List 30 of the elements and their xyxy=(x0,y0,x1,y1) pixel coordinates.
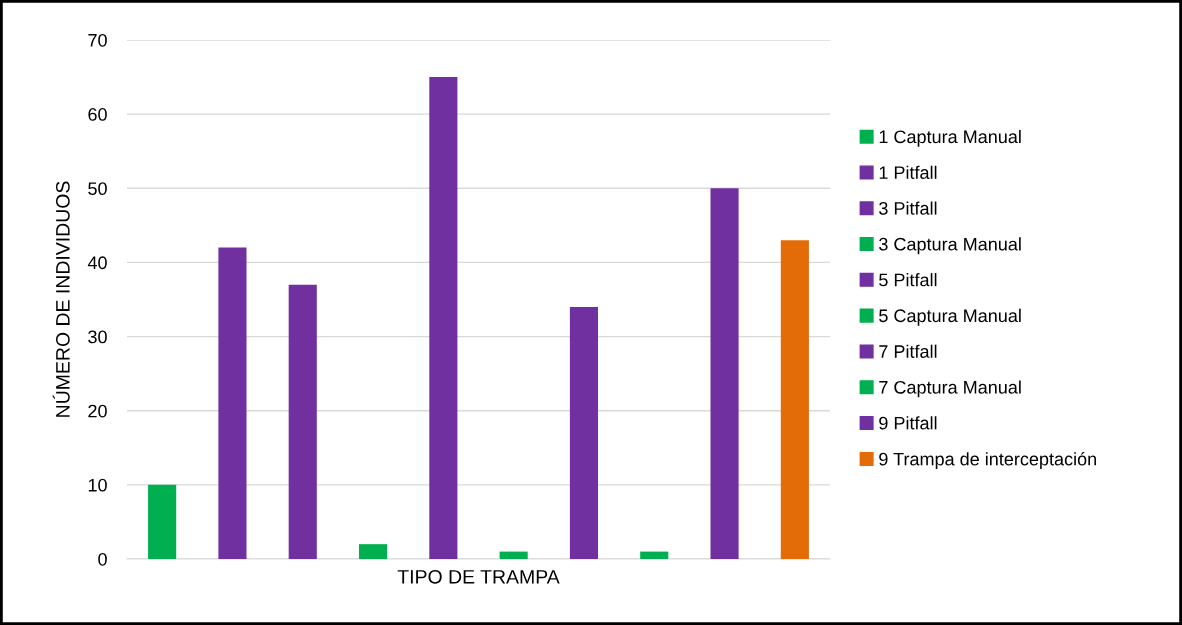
legend-label: 9 Pitfall xyxy=(879,416,937,430)
legend-label: 3 Pitfall xyxy=(879,201,937,215)
bar xyxy=(499,551,528,559)
bar xyxy=(710,188,739,559)
legend-label: 5 Pitfall xyxy=(879,273,937,287)
x-axis-title: TIPO DE TRAMPA xyxy=(397,569,560,584)
legend-label: 3 Captura Manual xyxy=(879,237,1021,255)
y-tick-label: 70 xyxy=(88,33,107,47)
bar xyxy=(288,284,317,559)
legend-label: 1 Captura Manual xyxy=(879,129,1021,147)
y-tick-label: 10 xyxy=(88,478,107,492)
legend-label: 1 Pitfall xyxy=(879,165,937,179)
bar xyxy=(569,306,599,559)
bar xyxy=(640,551,669,559)
y-tick-label: 0 xyxy=(98,552,107,566)
bar xyxy=(429,77,458,559)
y-tick-label: 20 xyxy=(88,404,107,418)
y-tick-label: 50 xyxy=(88,182,107,196)
y-tick-label: 60 xyxy=(88,108,107,121)
legend-label: 5 Captura Manual xyxy=(879,308,1021,326)
legend-label: 7 Pitfall xyxy=(879,344,937,358)
y-tick-label: 30 xyxy=(88,330,107,344)
bar xyxy=(148,484,177,559)
legend-label: 9 Trampa de interceptación xyxy=(879,452,1096,470)
bar xyxy=(780,240,809,559)
legend-label: 7 Captura Manual xyxy=(879,380,1021,398)
y-axis-title: NÚMERO DE INDIVIDUOS xyxy=(52,181,70,417)
bar xyxy=(358,544,388,559)
y-tick-label: 40 xyxy=(87,256,107,270)
bar xyxy=(218,247,247,559)
